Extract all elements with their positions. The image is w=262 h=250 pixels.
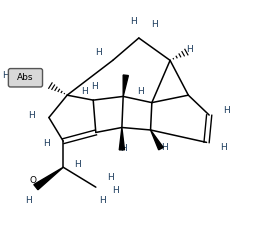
Text: H: H xyxy=(120,144,127,153)
Text: H: H xyxy=(112,186,119,196)
Text: O: O xyxy=(30,176,37,186)
Text: H: H xyxy=(3,71,9,80)
Text: H: H xyxy=(151,20,158,29)
Text: H: H xyxy=(220,143,227,152)
Polygon shape xyxy=(151,130,163,150)
Text: Abs: Abs xyxy=(17,72,34,82)
Text: H: H xyxy=(25,196,31,205)
Text: H: H xyxy=(95,48,102,58)
Text: H: H xyxy=(186,45,193,54)
Polygon shape xyxy=(34,167,63,190)
Polygon shape xyxy=(119,128,124,150)
Text: H: H xyxy=(161,143,168,152)
FancyBboxPatch shape xyxy=(8,68,42,87)
Text: H: H xyxy=(43,139,50,148)
Text: H: H xyxy=(99,196,106,205)
Text: H: H xyxy=(81,87,88,96)
Text: H: H xyxy=(91,82,98,91)
Polygon shape xyxy=(123,75,128,96)
Text: H: H xyxy=(74,160,81,169)
Text: H: H xyxy=(223,106,230,114)
Text: H: H xyxy=(29,110,35,120)
Text: H: H xyxy=(107,173,113,182)
Text: H: H xyxy=(130,17,137,26)
Text: H: H xyxy=(137,87,144,96)
